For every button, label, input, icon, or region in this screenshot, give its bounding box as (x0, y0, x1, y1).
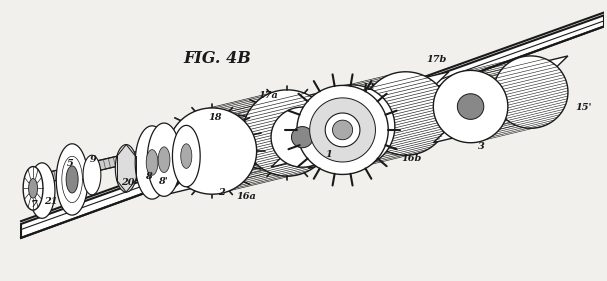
Polygon shape (21, 15, 604, 238)
Text: 2: 2 (218, 188, 225, 197)
Polygon shape (362, 72, 449, 155)
Polygon shape (433, 70, 508, 143)
Text: 12: 12 (361, 83, 375, 92)
Text: 21: 21 (44, 197, 58, 206)
Text: 1: 1 (325, 150, 332, 159)
Polygon shape (135, 126, 169, 199)
Polygon shape (325, 113, 360, 147)
Polygon shape (308, 85, 395, 168)
Polygon shape (148, 123, 181, 196)
Text: 17a: 17a (259, 91, 278, 100)
Polygon shape (308, 72, 449, 168)
Polygon shape (158, 147, 170, 173)
Polygon shape (115, 144, 137, 192)
Polygon shape (297, 85, 388, 175)
Text: 7: 7 (30, 200, 38, 209)
Polygon shape (433, 56, 568, 143)
Text: 9: 9 (90, 155, 97, 164)
Polygon shape (172, 125, 200, 187)
Text: FIG. 4B: FIG. 4B (183, 50, 251, 67)
Text: 18: 18 (209, 114, 222, 123)
Polygon shape (310, 98, 376, 162)
Polygon shape (271, 103, 350, 167)
Polygon shape (333, 120, 353, 140)
Polygon shape (168, 108, 257, 194)
Polygon shape (168, 90, 332, 194)
Polygon shape (457, 94, 484, 119)
Polygon shape (291, 126, 313, 148)
Polygon shape (243, 90, 332, 176)
Text: 20: 20 (121, 178, 134, 187)
Text: 17b: 17b (427, 55, 447, 64)
Polygon shape (23, 167, 43, 210)
Polygon shape (29, 163, 55, 218)
Polygon shape (288, 103, 350, 163)
Polygon shape (29, 178, 38, 198)
Text: 8: 8 (146, 173, 152, 182)
Polygon shape (56, 144, 88, 215)
Text: 16b: 16b (401, 154, 421, 163)
Text: 3: 3 (478, 142, 484, 151)
Polygon shape (181, 144, 192, 168)
Polygon shape (66, 166, 78, 193)
Polygon shape (493, 56, 568, 128)
Polygon shape (83, 155, 101, 195)
Polygon shape (26, 96, 377, 187)
Text: 5: 5 (67, 158, 74, 167)
Text: 16a: 16a (236, 192, 256, 201)
Text: 8': 8' (158, 177, 168, 186)
Polygon shape (271, 107, 334, 167)
Text: 15': 15' (575, 103, 592, 112)
Polygon shape (146, 150, 158, 175)
